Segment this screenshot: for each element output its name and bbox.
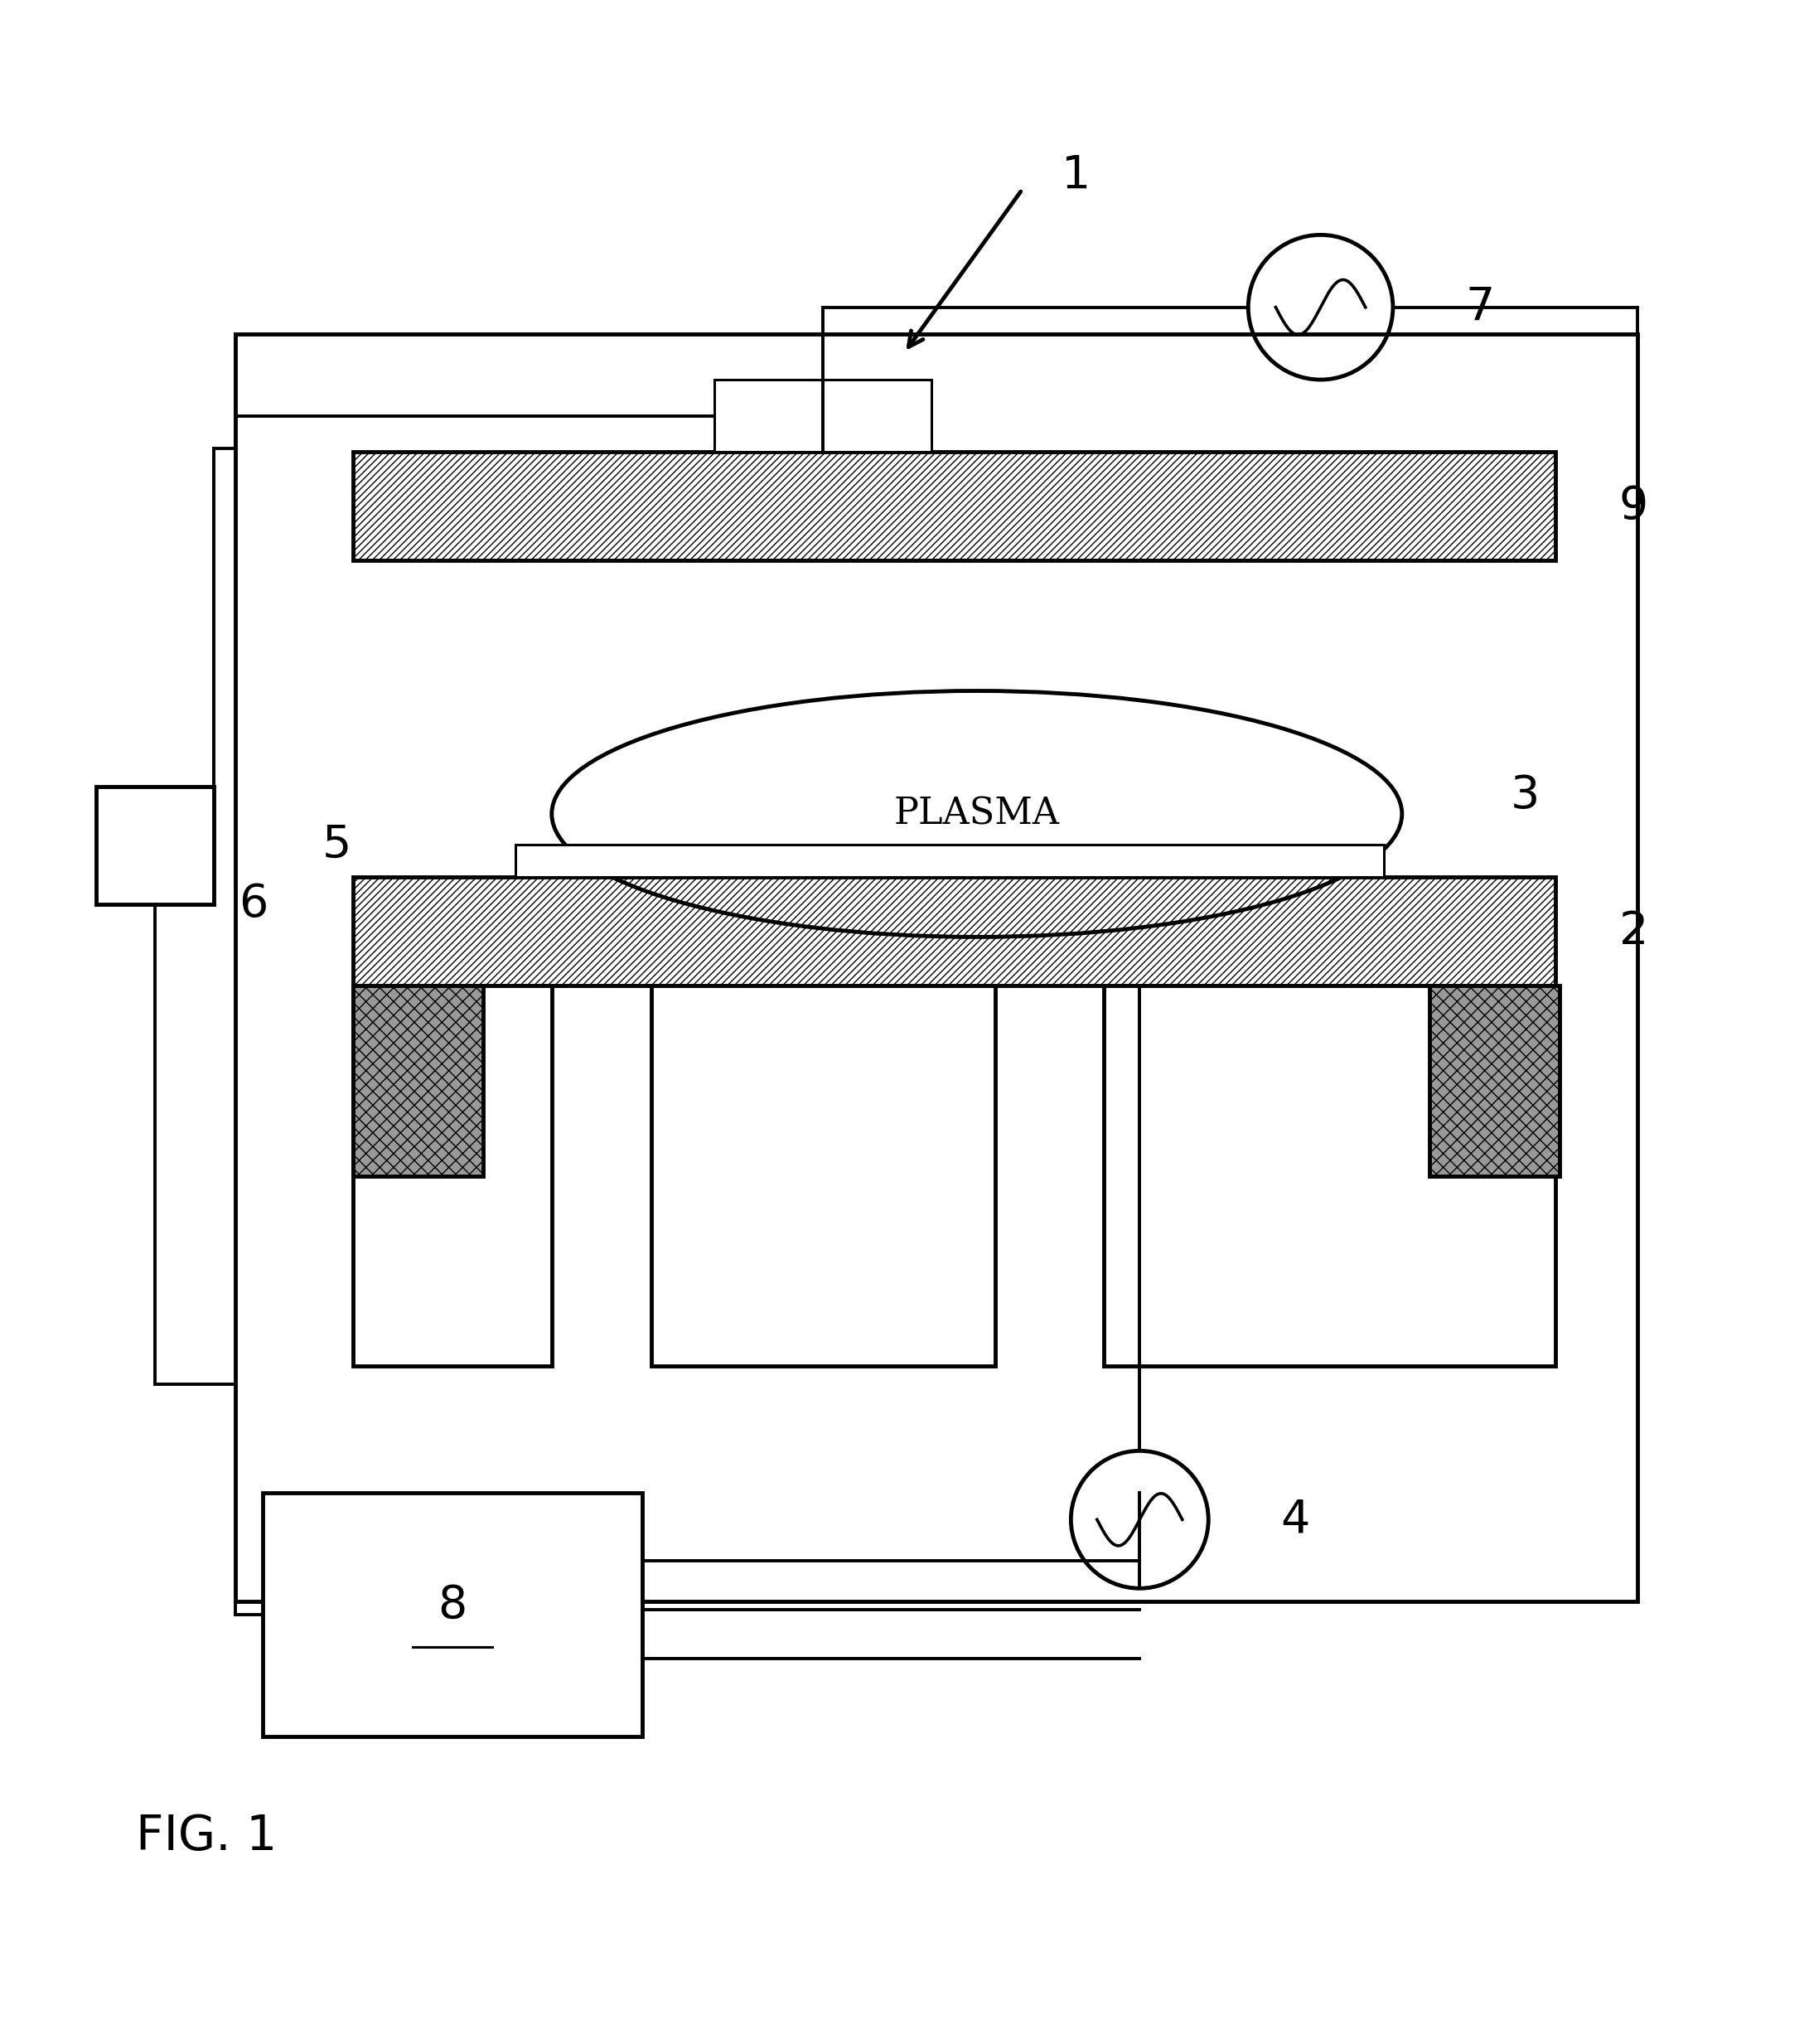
Text: 2: 2 xyxy=(1619,910,1648,955)
Bar xyxy=(715,380,932,452)
Bar xyxy=(651,985,995,1365)
Bar xyxy=(96,787,213,903)
Bar xyxy=(353,877,1556,985)
Text: PLASMA: PLASMA xyxy=(894,795,1060,832)
Text: 7: 7 xyxy=(1465,284,1494,329)
Text: 4: 4 xyxy=(1281,1496,1310,1541)
Bar xyxy=(235,335,1637,1600)
Text: 9: 9 xyxy=(1619,484,1648,529)
Text: 3: 3 xyxy=(1511,773,1539,818)
Text: 6: 6 xyxy=(239,883,268,926)
Text: 1: 1 xyxy=(1062,153,1091,198)
Text: 5: 5 xyxy=(322,824,351,869)
Bar xyxy=(353,985,483,1175)
Bar xyxy=(516,844,1384,877)
Bar xyxy=(262,1492,642,1737)
Bar xyxy=(353,452,1556,560)
Text: FIG. 1: FIG. 1 xyxy=(136,1813,277,1860)
Bar xyxy=(353,985,552,1365)
Text: 8: 8 xyxy=(438,1584,467,1627)
Bar xyxy=(1429,985,1559,1175)
Bar xyxy=(1103,985,1556,1365)
